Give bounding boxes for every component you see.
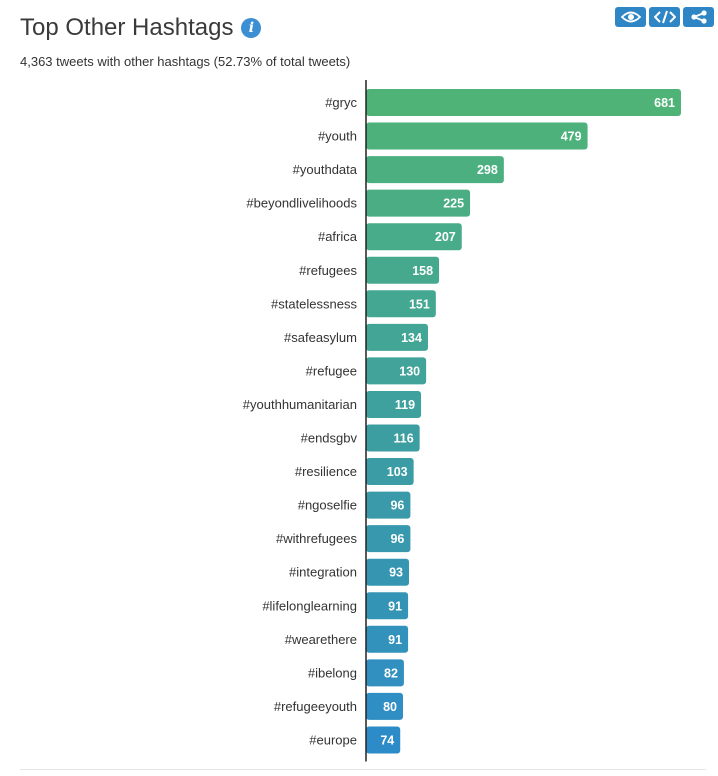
category-label: #lifelonglearning (262, 598, 357, 613)
category-label: #wearethere (285, 632, 357, 647)
category-label: #safeasylum (284, 330, 357, 345)
category-label: #gryc (325, 95, 357, 110)
value-label: 74 (380, 733, 394, 747)
value-label: 96 (390, 532, 404, 546)
bar-chart: #gryc 681 #youth 479 #youthdata 298 #beyondliv… (0, 80, 718, 770)
category-label: #youthhumanitarian (243, 397, 357, 412)
bar-refugeeyouth[interactable] (366, 692, 404, 720)
bar-resilience[interactable] (366, 458, 414, 486)
value-label: 80 (383, 700, 397, 714)
bar-lifelonglearning[interactable] (366, 592, 409, 620)
bar-youth[interactable] (366, 122, 588, 150)
eye-icon (620, 11, 641, 23)
category-label: #refugees (299, 263, 357, 278)
category-label: #youthdata (293, 162, 358, 177)
view-button[interactable] (615, 7, 646, 27)
page-title: Top Other Hashtags (20, 14, 234, 41)
value-label: 116 (393, 432, 413, 446)
category-label: #refugeeyouth (274, 699, 357, 714)
category-label: #europe (309, 732, 357, 747)
value-label: 103 (387, 465, 408, 479)
category-label: #statelessness (271, 296, 357, 311)
value-label: 151 (409, 297, 430, 311)
bar-integration[interactable] (366, 558, 410, 586)
value-label: 82 (384, 666, 398, 680)
category-label: #ngoselfie (298, 498, 357, 513)
category-label: #resilience (295, 464, 357, 479)
value-label: 225 (443, 197, 464, 211)
bar-youthhumanitarian[interactable] (366, 390, 422, 418)
value-label: 96 (390, 499, 404, 513)
chart-toolbar (615, 7, 714, 27)
category-label: #youth (318, 129, 357, 144)
value-label: 681 (654, 96, 675, 110)
bar-endsgbv[interactable] (366, 424, 420, 452)
title-row: Top Other Hashtags i (20, 14, 706, 42)
category-label: #withrefugees (276, 531, 357, 546)
value-label: 207 (435, 230, 456, 244)
bar-refugees[interactable] (366, 256, 440, 284)
value-label: 93 (389, 566, 403, 580)
bar-ibelong[interactable] (366, 659, 404, 687)
share-icon (690, 10, 707, 24)
bar-beyondlivelihoods[interactable] (366, 189, 471, 217)
category-label: #integration (289, 565, 357, 580)
share-button[interactable] (683, 7, 714, 27)
category-label: #endsgbv (301, 431, 358, 446)
bar-refugee[interactable] (366, 357, 427, 385)
value-label: 91 (388, 633, 402, 647)
bar-wearethere[interactable] (366, 625, 409, 653)
bar-statelessness[interactable] (366, 290, 436, 318)
category-label: #beyondlivelihoods (246, 196, 357, 211)
category-label: #africa (318, 229, 358, 244)
value-label: 479 (561, 130, 582, 144)
chart-header: Top Other Hashtags i 4,363 tweets with o… (20, 14, 706, 78)
bar-europe[interactable] (366, 726, 401, 754)
value-label: 298 (477, 163, 498, 177)
value-label: 134 (401, 331, 422, 345)
chart-svg: #gryc 681 #youth 479 #youthdata 298 #beyondliv… (243, 80, 681, 762)
bar-youthdata[interactable] (366, 156, 504, 184)
value-label: 130 (399, 364, 420, 378)
info-icon[interactable]: i (241, 18, 262, 38)
subtitle: 4,363 tweets with other hashtags (52.73%… (20, 54, 351, 69)
value-label: 158 (412, 264, 433, 278)
code-icon (653, 10, 676, 24)
bar-withrefugees[interactable] (366, 525, 411, 553)
category-label: #refugee (306, 363, 357, 378)
bar-ngoselfie[interactable] (366, 491, 411, 519)
value-label: 119 (395, 398, 415, 412)
bottom-divider (20, 769, 706, 770)
bar-gryc[interactable] (366, 89, 681, 116)
embed-button[interactable] (649, 7, 680, 27)
value-label: 91 (388, 599, 402, 613)
bar-africa[interactable] (366, 223, 462, 251)
bar-safeasylum[interactable] (366, 323, 428, 351)
category-label: #ibelong (308, 665, 357, 680)
